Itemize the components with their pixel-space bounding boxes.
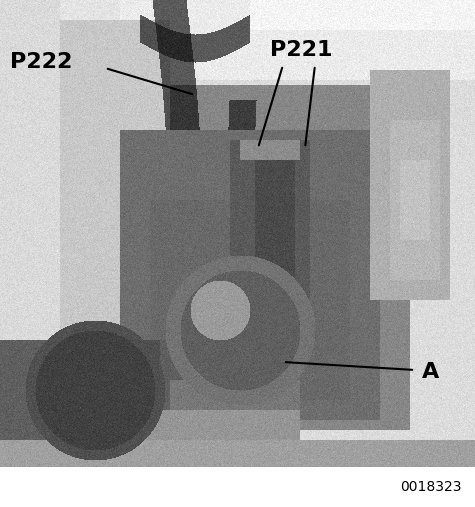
Text: P221: P221 <box>270 40 332 60</box>
Text: A: A <box>422 362 439 382</box>
Text: P222: P222 <box>10 52 72 72</box>
Text: 0018323: 0018323 <box>400 480 462 494</box>
